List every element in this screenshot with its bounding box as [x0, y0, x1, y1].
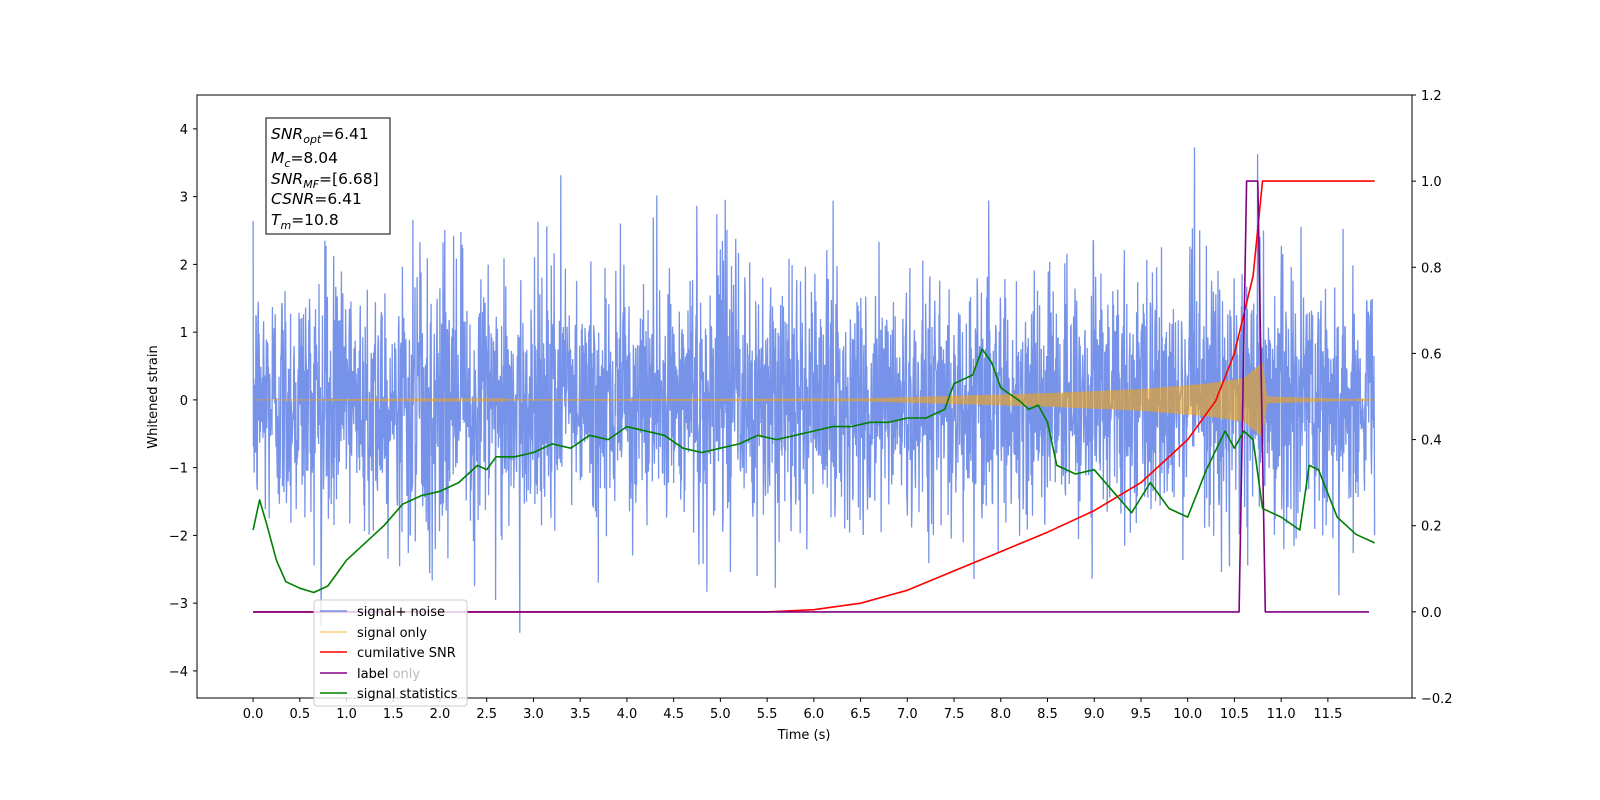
- x-tick-label: 6.5: [850, 707, 871, 722]
- x-tick-label: 1.0: [336, 707, 357, 722]
- x-tick-label: 11.5: [1313, 707, 1342, 722]
- y2-tick-label: −0.2: [1421, 692, 1453, 707]
- x-tick-label: 0.5: [289, 707, 310, 722]
- annotation-line: CSNR=6.41: [271, 190, 362, 208]
- x-tick-label: 10.5: [1220, 707, 1249, 722]
- y2-tick-label: 1.0: [1421, 175, 1442, 190]
- x-tick-label: 7.5: [944, 707, 965, 722]
- x-tick-label: 5.0: [710, 707, 731, 722]
- y-tick-label: −1: [169, 462, 188, 477]
- y-axis-label: Whitened strain: [146, 345, 161, 448]
- x-tick-label: 5.5: [757, 707, 778, 722]
- annotation-frame: [265, 117, 391, 235]
- x-tick-label: 9.5: [1131, 707, 1152, 722]
- x-tick-label: 2.0: [430, 707, 451, 722]
- x-tick-label: 1.5: [383, 707, 404, 722]
- x-tick-label: 4.5: [663, 707, 684, 722]
- x-tick-label: 8.0: [990, 707, 1011, 722]
- y-tick-label: 3: [180, 191, 188, 206]
- y2-tick-label: 0.0: [1421, 606, 1442, 621]
- x-tick-label: 10.0: [1173, 707, 1202, 722]
- y2-tick-label: 0.2: [1421, 520, 1442, 535]
- y-tick-label: 0: [180, 394, 188, 409]
- y-tick-label: 2: [180, 258, 188, 273]
- legend-label: label only: [357, 667, 420, 682]
- signal-statistics-line: [252, 348, 1375, 594]
- y-axis-ticks: −4 −3 −2 −1 0 1 2 3 4: [169, 123, 197, 680]
- x-axis-ticks: 0.0 0.5 1.0 1.5 2.0 2.5 3.0 3.5 4.0 4.5 5.0 5.5 6.0 6…: [243, 698, 1342, 722]
- legend-label: signal only: [357, 626, 427, 641]
- legend-label: cumilative SNR: [357, 646, 456, 661]
- x-tick-label: 11.0: [1267, 707, 1296, 722]
- x-tick-label: 8.5: [1037, 707, 1058, 722]
- annotation-line: Mc=8.04: [271, 149, 338, 170]
- signal-only-line: [253, 362, 1375, 437]
- legend-label: signal+ noise: [357, 605, 445, 620]
- y2-tick-label: 0.4: [1421, 434, 1442, 449]
- x-tick-label: 7.0: [897, 707, 918, 722]
- legend: signal+ noise signal only cumilative SNR la…: [313, 599, 468, 707]
- y-tick-label: 4: [180, 123, 188, 138]
- annotation-line: Tm=10.8: [271, 211, 339, 232]
- x-tick-label: 3.0: [523, 707, 544, 722]
- x-tick-label: 2.5: [476, 707, 497, 722]
- y2-tick-label: 0.8: [1421, 261, 1442, 276]
- legend-label: label: [357, 667, 388, 682]
- axes-frame: [196, 94, 1413, 699]
- legend-label: signal statistics: [357, 687, 458, 702]
- x-tick-label: 6.0: [804, 707, 825, 722]
- y2-tick-label: 1.2: [1421, 89, 1442, 104]
- x-tick-label: 3.5: [570, 707, 591, 722]
- x-tick-label: 9.0: [1084, 707, 1105, 722]
- annotation-line: SNRMF=[6.68]: [271, 170, 379, 191]
- x-tick-label: 4.0: [617, 707, 638, 722]
- annotation-line: SNRopt=6.41: [271, 125, 369, 146]
- right-axis-lines: [252, 180, 1375, 613]
- signal-only-layer: [253, 362, 1375, 437]
- y2-tick-label: 0.6: [1421, 347, 1442, 362]
- y2-axis-ticks: −0.2 0.0 0.2 0.4 0.6 0.8 1.0 1.2: [1412, 89, 1453, 707]
- legend-frame: [313, 599, 468, 707]
- y-tick-label: −4: [169, 665, 188, 680]
- y-tick-label: 1: [180, 326, 188, 341]
- x-axis-label: Time (s): [777, 728, 831, 743]
- label-line: [253, 180, 1369, 613]
- y-tick-label: −2: [169, 529, 188, 544]
- x-tick-label: 0.0: [243, 707, 264, 722]
- plot-area: [252, 147, 1376, 633]
- y-tick-label: −3: [169, 597, 188, 612]
